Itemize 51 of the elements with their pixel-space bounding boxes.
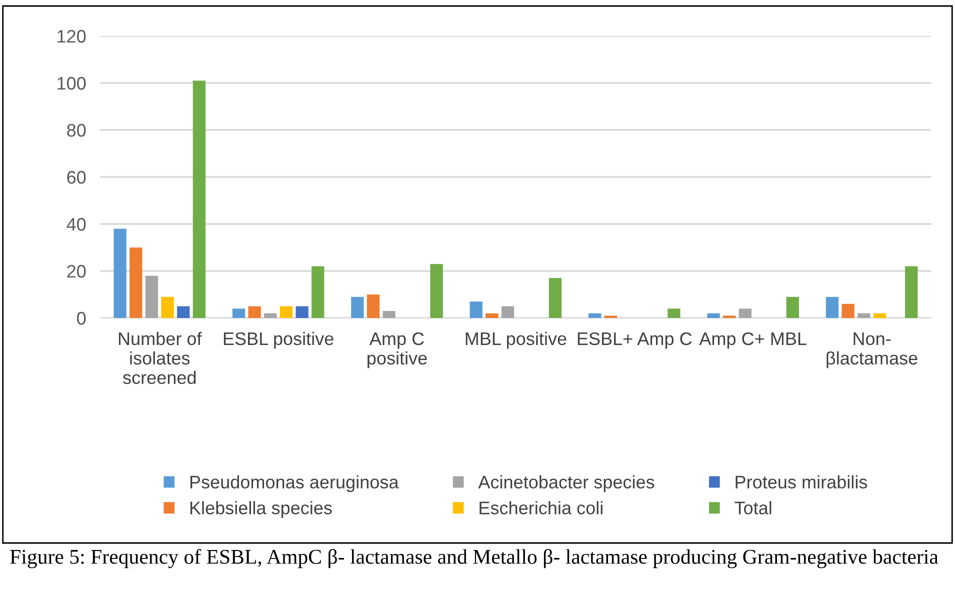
bar bbox=[192, 80, 206, 318]
bar bbox=[248, 306, 261, 318]
bar bbox=[232, 308, 246, 318]
bar bbox=[130, 248, 142, 318]
x-tick-label: Number of isolates screened bbox=[118, 332, 202, 384]
y-tick-label: 100 bbox=[58, 76, 86, 90]
legend-label: Klebsiella species bbox=[190, 501, 332, 518]
x-tick-label: Non- βlactamase bbox=[826, 332, 918, 368]
bar bbox=[264, 313, 277, 318]
bar bbox=[470, 302, 482, 318]
legend-label: Pseudomonas aeruginosa bbox=[190, 475, 399, 492]
bar bbox=[858, 313, 870, 318]
bar bbox=[826, 296, 839, 318]
x-tick-label: Amp C+ MBL bbox=[699, 332, 806, 349]
y-tick-label: 80 bbox=[67, 124, 86, 137]
y-tick-label: 20 bbox=[67, 264, 86, 278]
x-tick-label: ESBL+ Amp C bbox=[578, 332, 692, 349]
bar bbox=[786, 296, 799, 318]
bar bbox=[280, 306, 293, 318]
bar bbox=[351, 296, 364, 318]
bar bbox=[738, 308, 752, 318]
legend-label: Acinetobacter species bbox=[478, 475, 654, 492]
x-tick-label: Amp C positive bbox=[368, 332, 427, 368]
caption: Figure 5: Frequency of ESBL, AmpC β- lactamase and Metallo β- lactamase producing Gram-negative bacteria bbox=[10, 549, 938, 568]
y-tick-label: 40 bbox=[66, 218, 86, 231]
bar bbox=[842, 304, 854, 318]
x-tick-label: ESBL positive bbox=[224, 332, 334, 349]
legend-label: Proteus mirabilis bbox=[736, 475, 868, 489]
y-tick-label: 60 bbox=[67, 170, 86, 184]
bar bbox=[145, 276, 158, 318]
bar bbox=[707, 313, 720, 318]
bar bbox=[366, 294, 380, 318]
bar bbox=[296, 306, 308, 318]
legend-label: Escherichia coli bbox=[480, 501, 602, 514]
y-tick-label: 120 bbox=[58, 30, 86, 43]
bar bbox=[177, 306, 190, 318]
bar bbox=[430, 264, 443, 318]
bar bbox=[161, 296, 174, 318]
bar bbox=[588, 313, 602, 318]
bar bbox=[905, 266, 918, 318]
bar bbox=[486, 313, 498, 318]
bar bbox=[114, 228, 126, 318]
x-tick-label: MBL positive bbox=[466, 332, 566, 349]
bar bbox=[548, 278, 562, 318]
bar bbox=[312, 266, 324, 318]
bar bbox=[382, 310, 396, 318]
bar bbox=[668, 308, 680, 318]
y-tick-label: 0 bbox=[77, 312, 86, 325]
legend-label: Total bbox=[734, 501, 772, 514]
bar bbox=[501, 306, 514, 318]
bar bbox=[873, 313, 886, 318]
